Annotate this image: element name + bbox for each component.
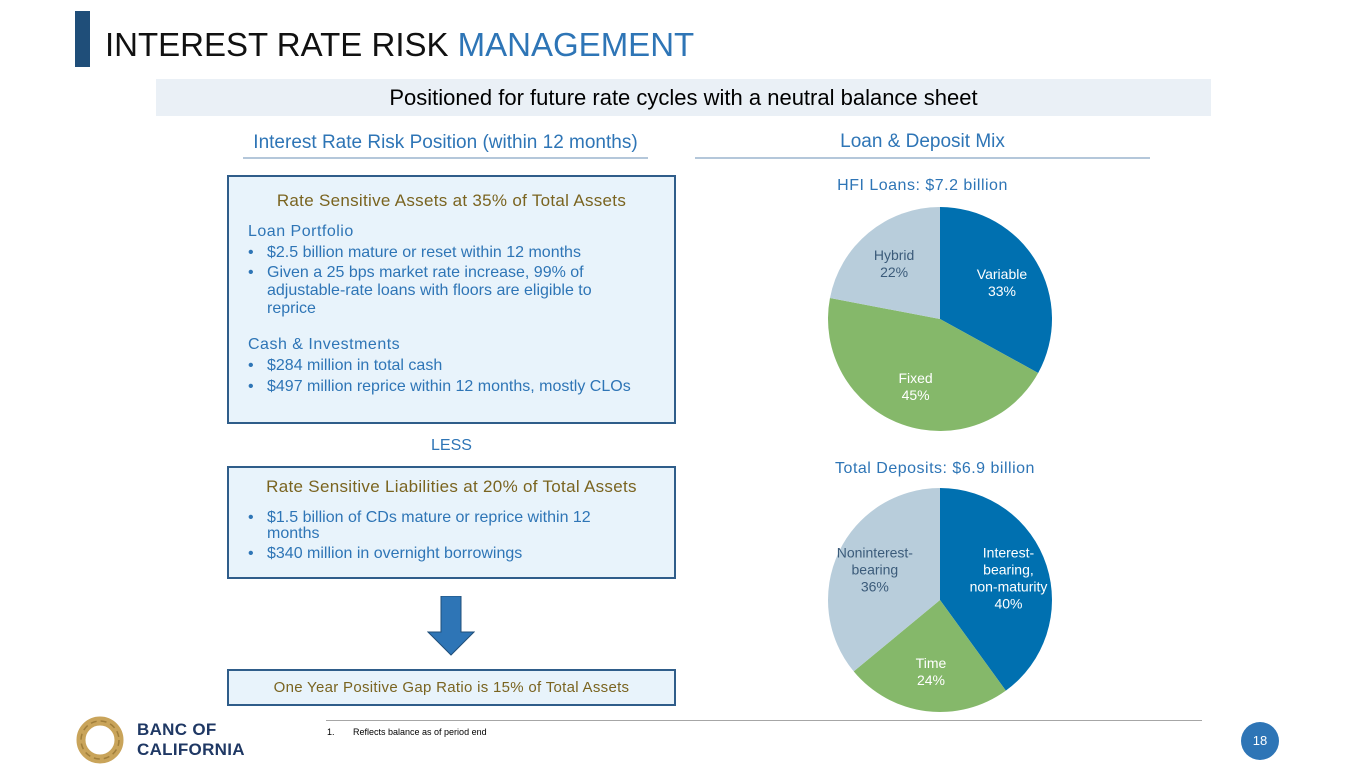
footnote-rule bbox=[326, 720, 1202, 721]
brand-line-2: CALIFORNIA bbox=[137, 740, 245, 759]
down-arrow-icon bbox=[427, 596, 475, 656]
summary-banner: Positioned for future rate cycles with a… bbox=[156, 79, 1211, 116]
page-title-part2: MANAGEMENT bbox=[457, 26, 695, 63]
deposits-chart-title: Total Deposits: $6.9 billion bbox=[835, 460, 1035, 477]
footnote-text: Reflects balance as of period end bbox=[353, 727, 487, 737]
deposits-pie-chart: Interest-bearing, non-maturity 40% Time 24% N… bbox=[828, 488, 1052, 712]
pie-label: Fixed 45% bbox=[898, 370, 932, 403]
page-title: INTEREST RATE RISK MANAGEMENT bbox=[105, 26, 694, 64]
footnote-number: 1. bbox=[327, 727, 335, 737]
pie-label: Interest-bearing, non-maturity 40% bbox=[970, 544, 1048, 611]
loan-portfolio-heading: Loan Portfolio bbox=[248, 223, 354, 240]
brand-name: BANC OF CALIFORNIA bbox=[137, 720, 245, 760]
pie-slice-variable bbox=[940, 207, 1052, 373]
liabilities-bullets: $1.5 billion of CDs mature or reprice wi… bbox=[229, 510, 674, 564]
pie-label: Time 24% bbox=[916, 655, 947, 688]
banc-of-california-logo-icon bbox=[76, 716, 124, 764]
assets-box-title: Rate Sensitive Assets at 35% of Total As… bbox=[276, 191, 627, 210]
list-item: $497 million reprice within 12 months, m… bbox=[248, 378, 656, 396]
pie-label: Variable 33% bbox=[977, 266, 1028, 299]
left-section-rule bbox=[243, 157, 648, 159]
gap-ratio-box: One Year Positive Gap Ratio is 15% of To… bbox=[227, 669, 676, 706]
right-section-rule bbox=[695, 157, 1150, 159]
liabilities-box: Rate Sensitive Liabilities at 20% of Tot… bbox=[227, 466, 676, 579]
pie-slice-noninterest-bearing bbox=[828, 488, 940, 672]
footnote: 1. Reflects balance as of period end bbox=[327, 727, 487, 737]
page-number-badge: 18 bbox=[1241, 722, 1279, 760]
liabilities-box-title: Rate Sensitive Liabilities at 20% of Tot… bbox=[266, 477, 637, 496]
assets-box: Rate Sensitive Assets at 35% of Total As… bbox=[227, 175, 676, 424]
loans-pie-chart: Variable 33% Fixed 45% Hybrid 22% bbox=[828, 207, 1052, 431]
pie-slice-hybrid bbox=[829, 207, 940, 319]
right-section-heading: Loan & Deposit Mix bbox=[840, 131, 1005, 152]
pie-label: Noninterest-bearing 36% bbox=[837, 544, 914, 594]
list-item: Given a 25 bps market rate increase, 99%… bbox=[248, 264, 656, 318]
loans-chart-title: HFI Loans: $7.2 billion bbox=[837, 177, 1008, 194]
list-item: $1.5 billion of CDs mature or reprice wi… bbox=[248, 510, 624, 542]
left-section-heading: Interest Rate Risk Position (within 12 m… bbox=[253, 132, 638, 153]
list-item: $284 million in total cash bbox=[248, 357, 656, 375]
page-title-part1: INTEREST RATE RISK bbox=[105, 26, 458, 63]
pie-slice-fixed bbox=[828, 298, 1039, 431]
cash-investments-heading: Cash & Investments bbox=[248, 336, 401, 353]
title-accent-bar bbox=[75, 11, 90, 67]
loan-bullets: $2.5 billion mature or reset within 12 m… bbox=[248, 244, 656, 318]
cash-bullets: $284 million in total cash $497 million … bbox=[248, 357, 656, 396]
list-item: $340 million in overnight borrowings bbox=[248, 545, 624, 563]
brand-line-1: BANC OF bbox=[137, 720, 217, 739]
list-item: $2.5 billion mature or reset within 12 m… bbox=[248, 244, 656, 262]
pie-label: Hybrid 22% bbox=[874, 247, 914, 280]
pie-slice-interest-bearing-non-maturity bbox=[940, 488, 1052, 691]
less-label: LESS bbox=[431, 437, 472, 454]
pie-slice-time bbox=[853, 600, 1006, 712]
